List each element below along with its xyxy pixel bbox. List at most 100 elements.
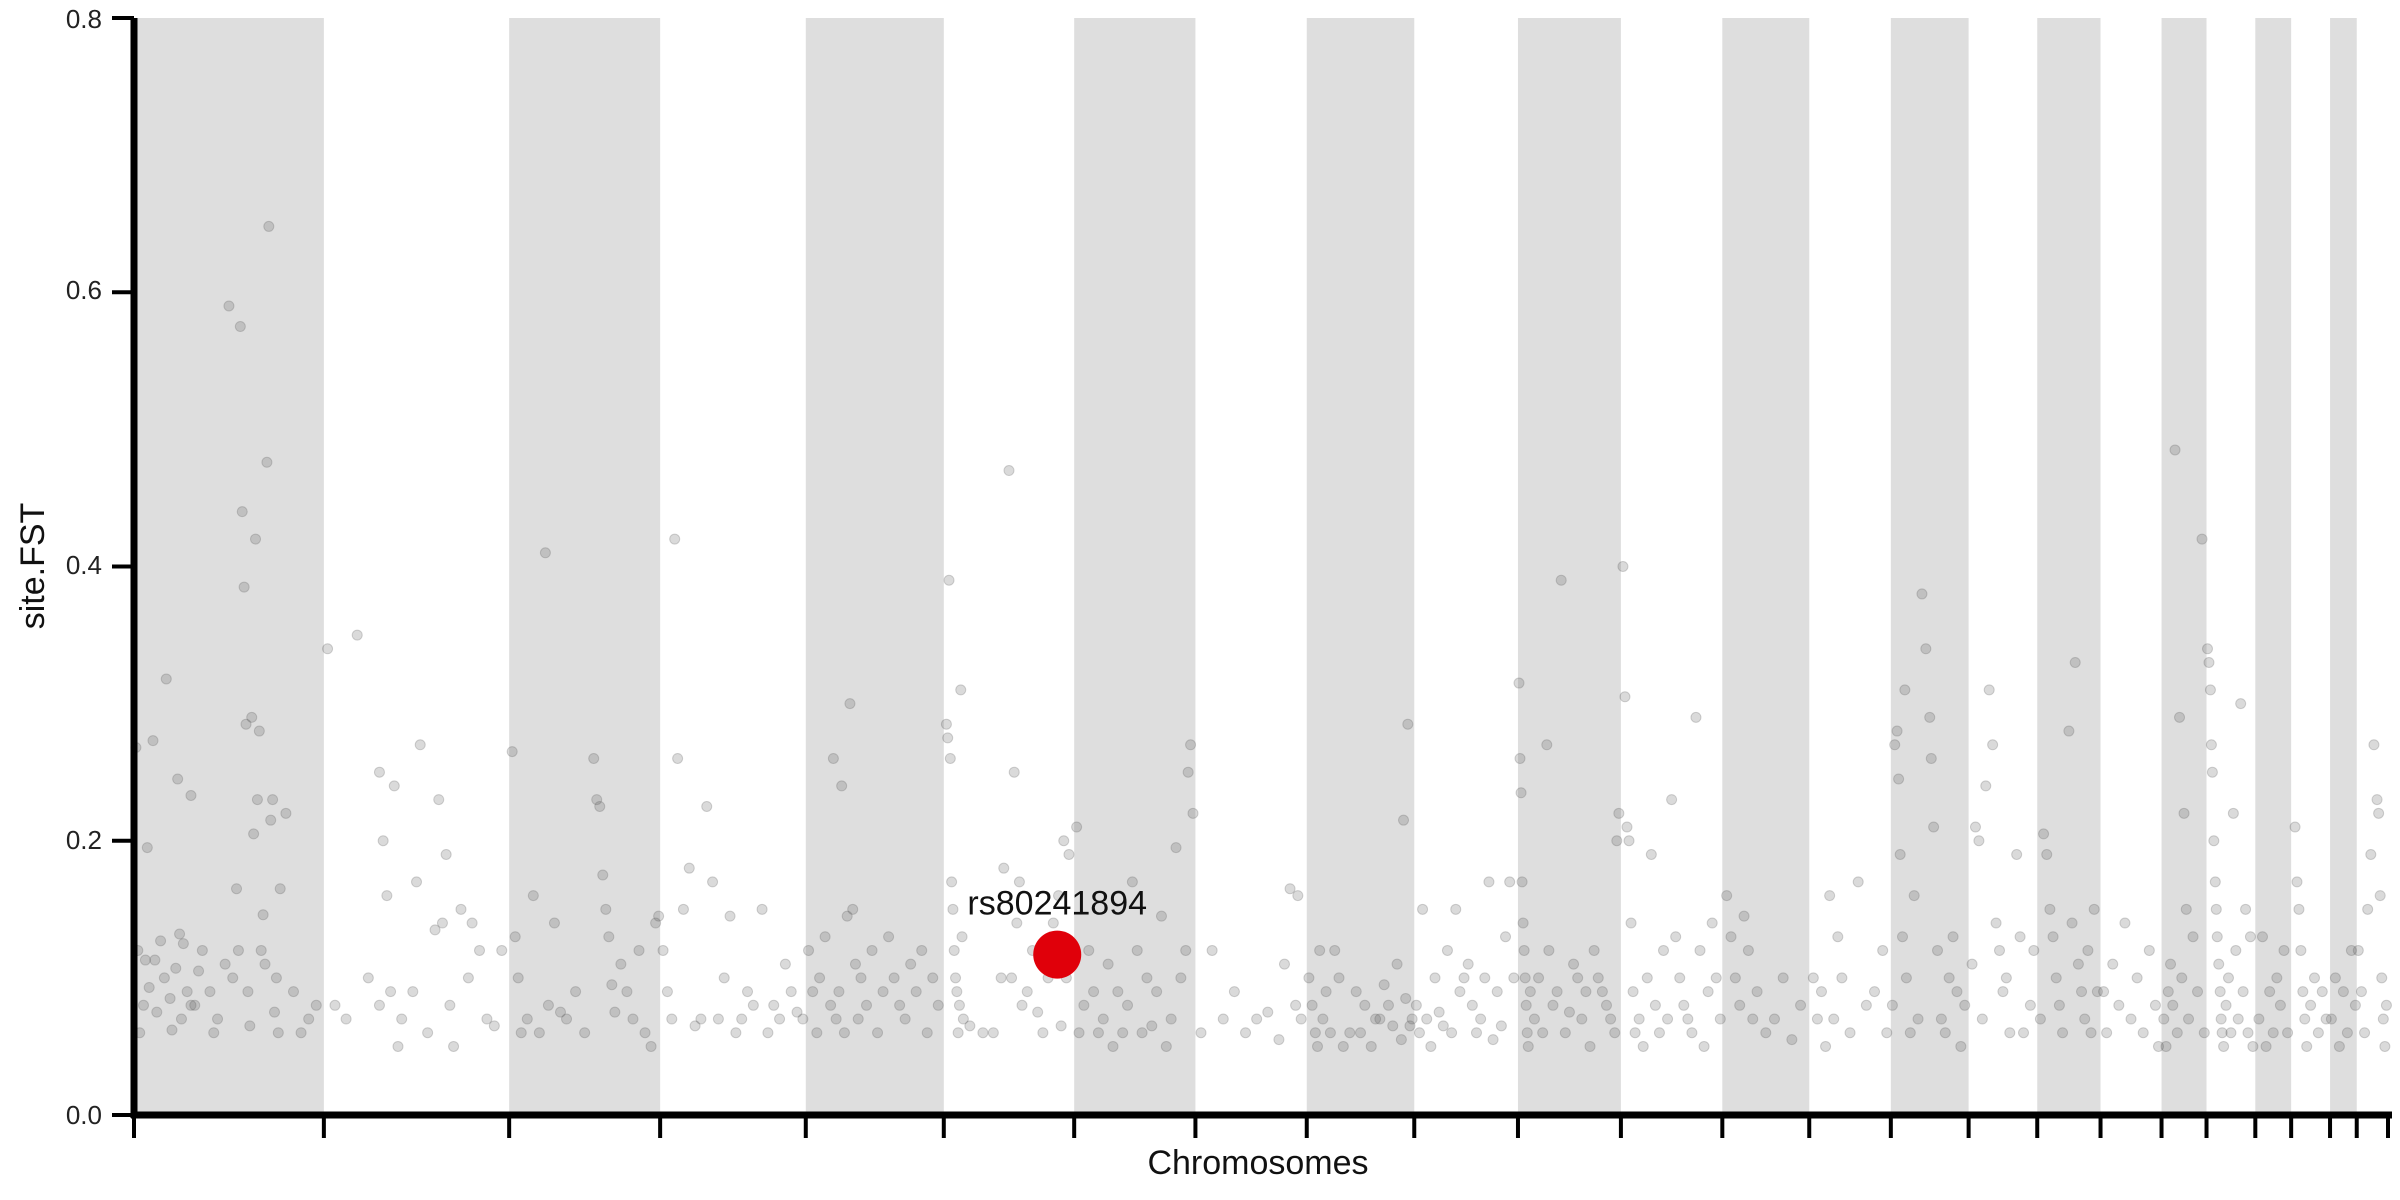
chromosome-band — [1722, 18, 1810, 1115]
data-point — [527, 890, 539, 902]
data-point — [164, 992, 176, 1004]
data-point — [1897, 931, 1909, 943]
data-point — [570, 986, 582, 998]
data-point — [2218, 1040, 2230, 1052]
data-point — [373, 766, 385, 778]
data-point — [948, 944, 960, 956]
data-point — [1547, 999, 1559, 1011]
data-point — [1836, 972, 1848, 984]
data-point — [1515, 787, 1527, 799]
data-point — [2329, 972, 2341, 984]
data-point — [1908, 890, 1920, 902]
data-point — [1047, 917, 1059, 929]
data-point — [515, 1027, 527, 1039]
data-point — [2297, 986, 2309, 998]
data-point — [329, 999, 341, 1011]
data-point — [1939, 1027, 1951, 1039]
data-point — [1078, 999, 1090, 1011]
data-point — [2098, 986, 2110, 998]
data-point — [181, 986, 193, 998]
data-point — [1824, 890, 1836, 902]
data-point — [1107, 1040, 1119, 1052]
data-point — [1470, 1027, 1482, 1039]
data-point — [1786, 1034, 1798, 1046]
data-point — [174, 928, 186, 940]
data-point — [1609, 1027, 1621, 1039]
data-point — [2180, 903, 2192, 915]
data-point — [1563, 1006, 1575, 1018]
data-point — [677, 903, 689, 915]
data-point — [2192, 986, 2204, 998]
data-point — [388, 780, 400, 792]
data-point — [1359, 999, 1371, 1011]
data-point — [872, 1027, 884, 1039]
data-point — [1374, 1013, 1386, 1025]
highlight-label: rs80241894 — [967, 885, 1147, 923]
data-point — [2210, 903, 2222, 915]
data-point — [2225, 1027, 2237, 1039]
data-point — [2205, 739, 2217, 751]
data-point — [1881, 1027, 1893, 1039]
data-point — [2362, 903, 2374, 915]
data-point — [2014, 931, 2026, 943]
data-point — [905, 958, 917, 970]
data-point — [455, 903, 467, 915]
data-point — [1508, 972, 1520, 984]
data-point — [987, 1027, 999, 1039]
data-point — [362, 972, 374, 984]
data-point — [1852, 876, 1864, 888]
data-point — [841, 910, 853, 922]
data-point — [1877, 944, 1889, 956]
data-point — [2379, 1040, 2391, 1052]
data-point — [1795, 999, 1807, 1011]
data-point — [2063, 725, 2075, 737]
data-point — [407, 986, 419, 998]
data-point — [139, 954, 151, 966]
data-point — [899, 1013, 911, 1025]
data-point — [2028, 944, 2040, 956]
data-point — [2076, 986, 2088, 998]
data-point — [718, 972, 730, 984]
data-point — [1742, 944, 1754, 956]
data-point — [1987, 739, 1999, 751]
data-point — [955, 684, 967, 696]
data-point — [227, 972, 239, 984]
data-point — [606, 979, 618, 991]
data-point — [1980, 780, 1992, 792]
data-point — [1596, 986, 1608, 998]
data-point — [827, 752, 839, 764]
data-point — [1306, 999, 1318, 1011]
data-point — [1555, 574, 1567, 586]
data-point — [2274, 999, 2286, 1011]
data-point — [1006, 972, 1018, 984]
data-point — [2240, 903, 2252, 915]
data-point — [1337, 1040, 1349, 1052]
data-point — [303, 1013, 315, 1025]
data-point — [657, 944, 669, 956]
data-point — [944, 752, 956, 764]
data-point — [2066, 917, 2078, 929]
data-point — [1333, 972, 1345, 984]
data-point — [2000, 972, 2012, 984]
data-point — [1016, 999, 1028, 1011]
data-point — [1625, 917, 1637, 929]
data-point — [240, 718, 252, 730]
data-point — [1893, 773, 1905, 785]
data-point — [554, 1006, 566, 1018]
data-point — [204, 986, 216, 998]
data-point — [242, 986, 254, 998]
data-points — [130, 220, 2392, 1052]
data-point — [2355, 986, 2367, 998]
data-point — [2256, 931, 2268, 943]
data-point — [1807, 972, 1819, 984]
data-point — [730, 1027, 742, 1039]
data-point — [429, 924, 441, 936]
data-point — [1580, 986, 1592, 998]
data-point — [785, 986, 797, 998]
data-point — [953, 999, 965, 1011]
data-point — [639, 1027, 651, 1039]
data-point — [1021, 986, 1033, 998]
data-point — [265, 814, 277, 826]
data-point — [1623, 835, 1635, 847]
data-point — [669, 533, 681, 545]
